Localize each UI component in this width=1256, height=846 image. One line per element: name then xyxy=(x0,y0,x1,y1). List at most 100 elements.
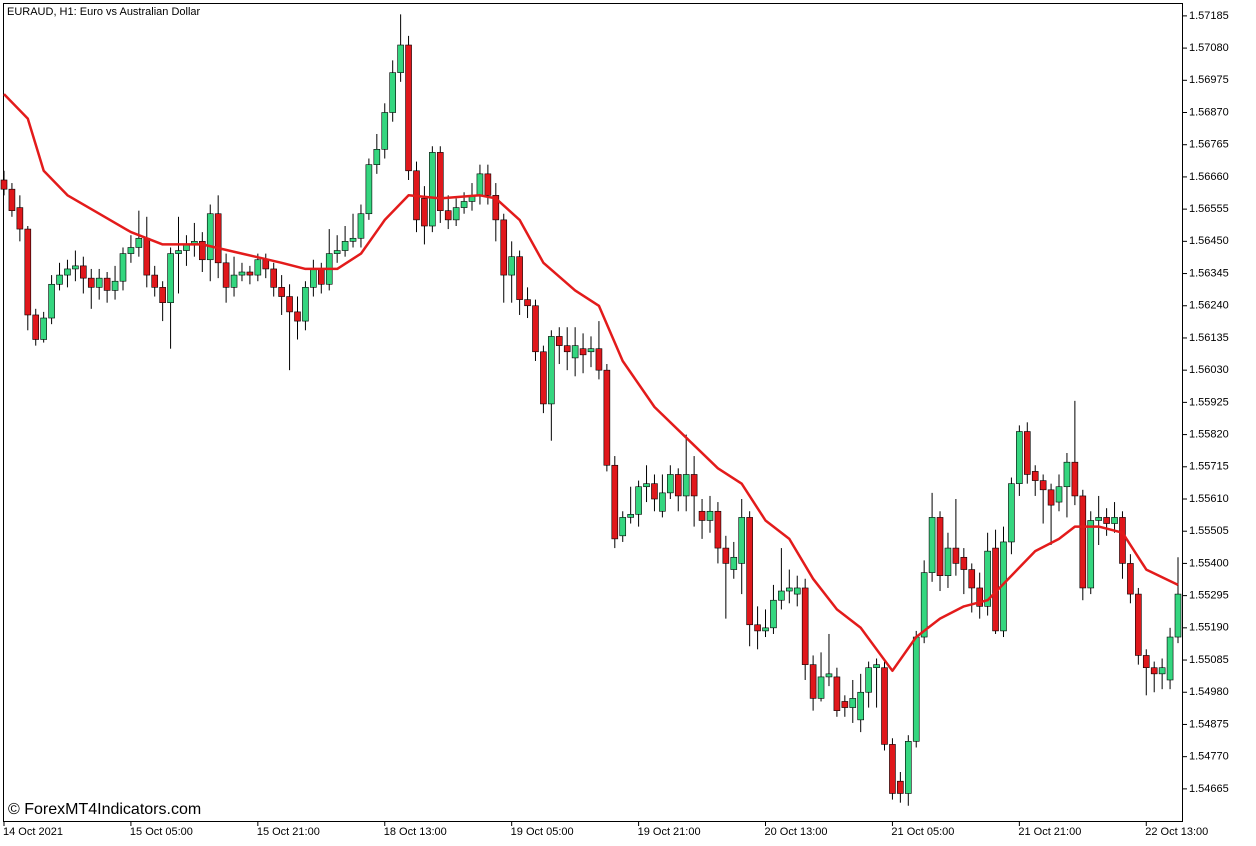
candle-body xyxy=(199,241,206,261)
candle-body xyxy=(1135,593,1142,656)
candle-body xyxy=(270,268,278,288)
candle-body xyxy=(310,268,317,288)
candle-body xyxy=(1071,461,1079,497)
candle-body xyxy=(952,547,960,564)
candle-body xyxy=(397,44,404,73)
candle-body xyxy=(238,271,246,276)
y-tick-label: 1.55610 xyxy=(1189,493,1229,505)
candle-body xyxy=(667,474,674,494)
candle-body xyxy=(341,241,349,251)
candle-body xyxy=(1079,495,1087,589)
candle-body xyxy=(56,274,63,285)
candle-body xyxy=(1063,461,1071,488)
candle-body xyxy=(32,314,40,340)
candle-body xyxy=(111,280,119,291)
candle-body xyxy=(984,550,991,607)
candle-body xyxy=(555,336,563,346)
candle-body xyxy=(587,348,595,353)
candle-body xyxy=(373,149,381,165)
candle-body xyxy=(540,351,547,405)
candle-body xyxy=(627,514,634,518)
y-tick-label: 1.55085 xyxy=(1189,654,1229,666)
candle-body xyxy=(690,474,698,497)
candle-body xyxy=(1103,517,1110,524)
candle-body xyxy=(349,237,357,242)
candle-body xyxy=(175,250,182,254)
candle-body xyxy=(0,179,8,190)
candle-body xyxy=(48,283,55,319)
candle-body xyxy=(1127,563,1134,595)
candle-body xyxy=(1150,667,1158,675)
candle-body xyxy=(563,345,571,353)
y-tick-label: 1.55400 xyxy=(1189,557,1229,569)
candle-body xyxy=(72,265,79,270)
candle-body xyxy=(928,517,936,573)
candle-body xyxy=(825,673,833,678)
candle-body xyxy=(436,152,444,211)
candle-body xyxy=(64,268,71,276)
candle-body xyxy=(873,664,880,669)
candle-body xyxy=(603,369,611,466)
candle-body xyxy=(151,274,159,288)
x-tick-label: 18 Oct 13:00 xyxy=(384,826,447,838)
candle-body xyxy=(381,112,389,150)
candle-body xyxy=(1166,636,1174,681)
watermark: © ForexMT4Indicators.com xyxy=(8,801,201,818)
candle-body xyxy=(841,701,849,708)
moving-average-line xyxy=(3,93,1179,673)
candle-body xyxy=(936,517,944,576)
y-tick-label: 1.55295 xyxy=(1189,590,1229,602)
candle-body xyxy=(167,253,174,303)
candle-body xyxy=(762,627,769,632)
candle-body xyxy=(206,213,214,261)
y-tick-label: 1.56240 xyxy=(1189,300,1229,312)
candle-body xyxy=(904,741,912,794)
y-tick-label: 1.57185 xyxy=(1189,10,1229,22)
candle-body xyxy=(1111,517,1118,524)
candle-body xyxy=(302,287,309,322)
x-tick-label: 15 Oct 21:00 xyxy=(257,826,320,838)
candle-body xyxy=(1031,471,1039,481)
candle-body xyxy=(294,311,301,322)
candle-body xyxy=(651,483,658,500)
candle-body xyxy=(1087,520,1095,589)
candle-body xyxy=(611,464,619,540)
y-tick-label: 1.55190 xyxy=(1189,622,1229,634)
candle-body xyxy=(912,636,920,742)
candle-body xyxy=(1016,431,1023,484)
candle-body xyxy=(286,296,293,313)
y-tick-label: 1.54665 xyxy=(1189,783,1229,795)
candle-body xyxy=(1142,655,1150,669)
y-tick-label: 1.54770 xyxy=(1189,751,1229,763)
y-tick-label: 1.56135 xyxy=(1189,332,1229,344)
candle-body xyxy=(976,587,983,607)
candle-body xyxy=(865,667,872,693)
candle-body xyxy=(849,698,857,708)
y-tick-label: 1.56555 xyxy=(1189,203,1229,215)
x-tick-label: 22 Oct 13:00 xyxy=(1145,826,1208,838)
candle-body xyxy=(278,287,285,297)
y-tick-label: 1.54980 xyxy=(1189,686,1229,698)
candle-body xyxy=(16,207,24,230)
y-tick-label: 1.56450 xyxy=(1189,235,1229,247)
candle-body xyxy=(738,517,746,564)
candle-body xyxy=(421,198,428,227)
candle-body xyxy=(119,253,127,282)
candle-body xyxy=(246,271,254,276)
y-tick-label: 1.55820 xyxy=(1189,428,1229,440)
x-tick-label: 14 Oct 2021 xyxy=(3,826,63,838)
x-tick-label: 21 Oct 05:00 xyxy=(891,826,954,838)
x-tick-label: 19 Oct 21:00 xyxy=(638,826,701,838)
candle-body xyxy=(357,213,365,239)
x-tick-label: 21 Oct 21:00 xyxy=(1018,826,1081,838)
candle-body xyxy=(254,259,262,276)
y-tick-label: 1.56765 xyxy=(1189,139,1229,151)
y-tick-label: 1.55715 xyxy=(1189,461,1229,473)
candle-body xyxy=(754,624,761,632)
candle-body xyxy=(778,590,785,601)
candle-body xyxy=(333,250,341,254)
candle-body xyxy=(722,547,730,564)
candle-body xyxy=(786,587,793,592)
candle-body xyxy=(809,664,817,699)
candle-body xyxy=(730,556,738,570)
